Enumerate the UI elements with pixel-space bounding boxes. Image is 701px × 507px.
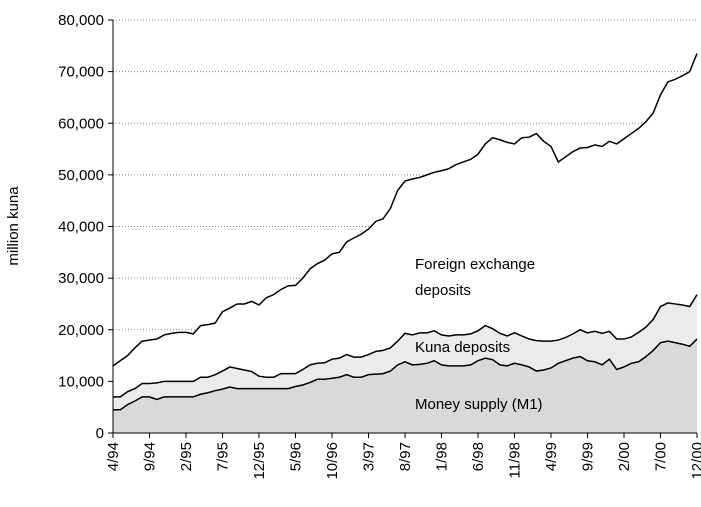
series-label: Foreign exchange deposits [415, 256, 536, 299]
area-edge [112, 53, 698, 367]
x-tick-label: 2/00 [616, 442, 633, 471]
x-tick-label: 1/98 [434, 442, 451, 471]
x-tick-label: 9/94 [142, 442, 159, 471]
x-tick-label: 7/00 [653, 442, 670, 471]
area [113, 294, 697, 410]
x-tick-label: 4/94 [105, 442, 122, 471]
x-tick-label: 7/95 [215, 442, 232, 471]
x-tick-label: 10/96 [324, 442, 341, 480]
y-tick-label: 40,000 [58, 219, 104, 236]
area [113, 53, 697, 397]
x-tick-label: 3/97 [361, 442, 378, 471]
area-edge [113, 294, 698, 398]
x-tick-label: 9/99 [580, 442, 597, 471]
y-tick-label: 0 [96, 425, 104, 442]
area-edge [113, 338, 698, 411]
y-tick-label: 30,000 [58, 270, 104, 287]
x-tick-label: 5/96 [288, 442, 305, 471]
x-tick-label: 12/95 [251, 442, 268, 480]
x-tick-label: 4/99 [543, 442, 560, 471]
x-tick-label: 11/98 [507, 442, 524, 478]
y-tick-label: 50,000 [58, 167, 104, 184]
x-tick-label: 6/98 [470, 442, 487, 471]
area [113, 339, 697, 433]
series-label: Kuna deposits [415, 339, 511, 356]
series-label: Money supply (M1) [415, 396, 543, 413]
x-tick-label: 8/97 [397, 442, 414, 471]
y-tick-label: 10,000 [58, 373, 104, 390]
y-tick-label: 20,000 [58, 322, 104, 339]
y-tick-label: 80,000 [58, 12, 104, 29]
y-tick-label: 70,000 [58, 64, 104, 81]
y-axis-label: million kuna [5, 186, 22, 266]
x-tick-label: 2/95 [178, 442, 195, 471]
x-tick-label: 12/00 [689, 442, 701, 480]
y-tick-label: 60,000 [58, 115, 104, 132]
